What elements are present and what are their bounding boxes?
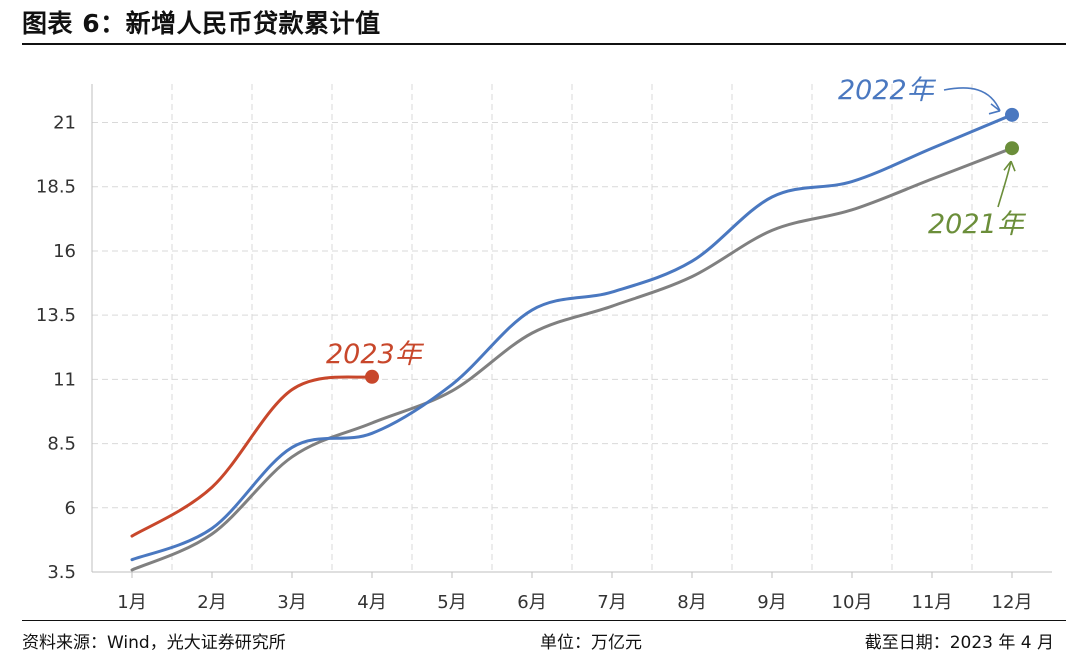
series-lines	[130, 107, 1019, 572]
x-tick-label: 2月	[197, 592, 226, 613]
label-2023: 2023年	[326, 339, 425, 370]
x-tick-label: 8月	[677, 592, 706, 613]
end-marker-y2021	[1005, 141, 1019, 156]
x-tick-label: 6月	[517, 592, 546, 613]
y-tick-label: 3.5	[47, 562, 76, 583]
y-tick-label: 8.5	[47, 434, 76, 455]
x-tick-label: 4月	[357, 592, 386, 613]
end-marker-y2023	[365, 369, 379, 384]
label-2022: 2022年	[838, 75, 937, 106]
annotations: 2023年 2022年 2021年	[326, 75, 1027, 370]
x-tick-label: 5月	[437, 592, 466, 613]
x-tick-label: 12月	[992, 592, 1033, 613]
line-chart: 3.5 6 8.5 11 13.5 16 18.5 21 1月 2月 3月 4月 5月 6月 7月 8月 9月 1…	[36, 75, 1052, 613]
y-tick-label: 18.5	[36, 177, 76, 198]
arrowhead-2021	[1003, 160, 1016, 172]
y-tick-label: 13.5	[36, 305, 76, 326]
arrow-2021	[997, 161, 1012, 208]
date-note: 截至日期：2023 年 4 月	[864, 633, 1054, 653]
source-note: 资料来源：Wind，光大证券研究所	[22, 633, 286, 653]
x-tick-label: 1月	[117, 592, 146, 613]
label-2021: 2021年	[928, 209, 1027, 240]
y-tick-label: 21	[53, 113, 76, 134]
y-tick-label: 6	[65, 498, 76, 519]
title-divider	[22, 43, 1066, 45]
axes: 3.5 6 8.5 11 13.5 16 18.5 21 1月 2月 3月 4月 5月 6月 7月 8月 9月 1…	[36, 84, 1052, 613]
arrowhead-2022	[988, 103, 1001, 115]
arrow-2022	[943, 87, 1001, 112]
grid-lines	[92, 84, 1052, 572]
y-tick-label: 16	[53, 241, 76, 262]
y-tick-label: 11	[53, 369, 76, 390]
chart-title: 图表 6：新增人民币贷款累计值	[22, 9, 381, 38]
series-line-y2022	[130, 113, 1014, 562]
series-line-y2021	[130, 146, 1014, 572]
series-line-y2023	[130, 375, 374, 538]
x-tick-label: 3月	[277, 592, 306, 613]
end-marker-y2022	[1005, 107, 1019, 122]
x-tick-label: 9月	[757, 592, 786, 613]
x-tick-label: 11月	[912, 592, 953, 613]
x-tick-label: 7月	[597, 592, 626, 613]
x-tick-label: 10月	[832, 592, 873, 613]
footer-divider	[22, 620, 1066, 621]
unit-note: 单位：万亿元	[540, 633, 642, 653]
